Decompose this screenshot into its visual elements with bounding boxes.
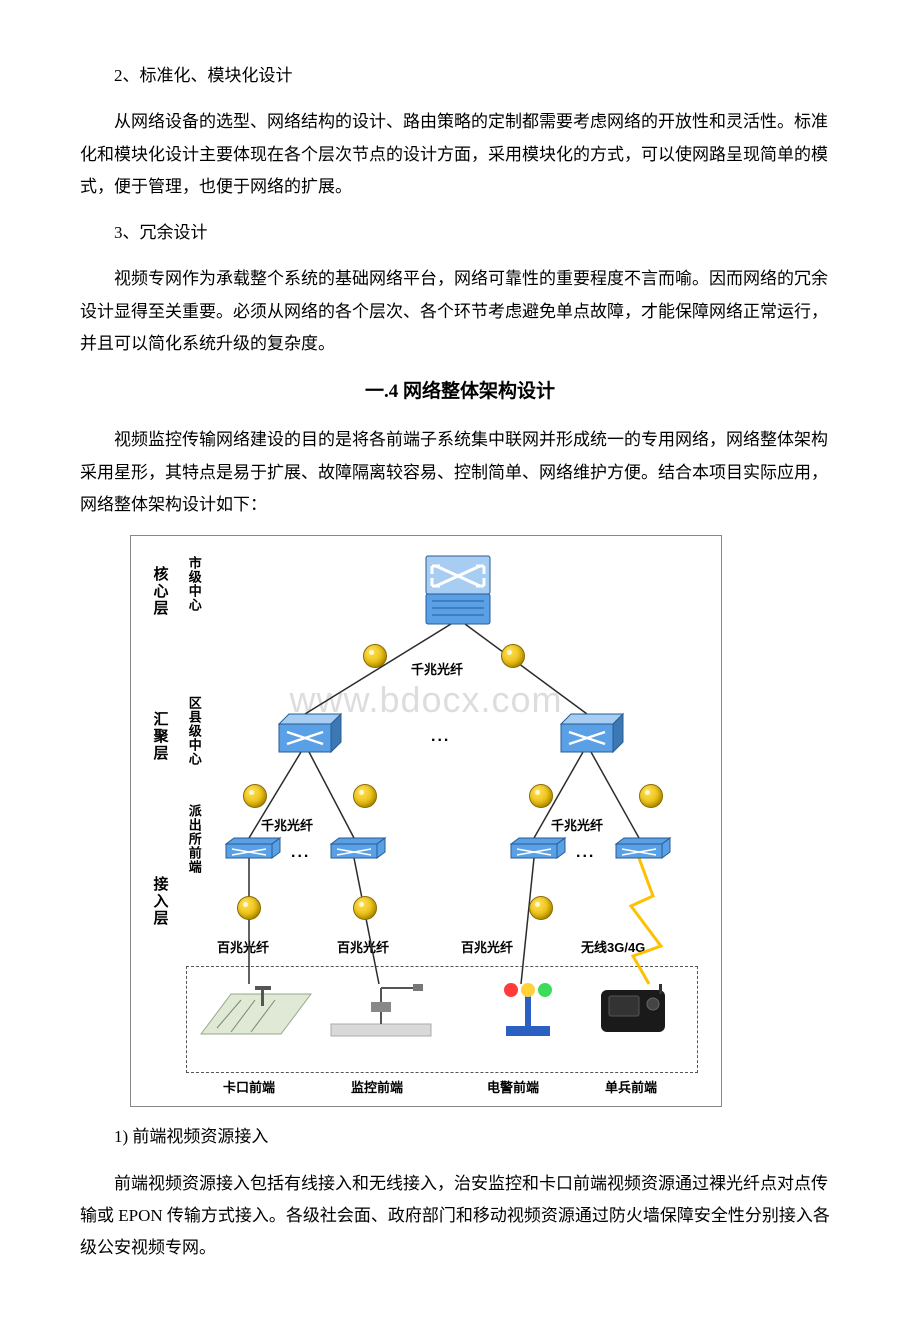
para-frontend-access-body: 前端视频资源接入包括有线接入和无线接入，治安监控和卡口前端视频资源通过裸光纤点对… [80,1168,840,1265]
section-title: 一.4 网络整体架构设计 [80,374,840,410]
para-std-body: 从网络设备的选型、网络结构的设计、路由策略的定制都需要考虑网络的开放性和灵活性。… [80,106,840,203]
heading-2-std: 2、标准化、模块化设计 [80,60,840,92]
network-architecture-diagram: www.bdocx.com 核心层 汇聚层 接入层 市级中心 区县级中心 派出所… [130,535,722,1107]
para-redundancy-body: 视频专网作为承载整个系统的基础网络平台，网络可靠性的重要程度不言而喻。因而网络的… [80,263,840,360]
heading-1-frontend-access: 1) 前端视频资源接入 [80,1121,840,1153]
para-arch-body: 视频监控传输网络建设的目的是将各前端子系统集中联网并形成统一的专用网络，网络整体… [80,424,840,521]
network-links-svg [131,536,721,1106]
heading-3-redundancy: 3、冗余设计 [80,217,840,249]
